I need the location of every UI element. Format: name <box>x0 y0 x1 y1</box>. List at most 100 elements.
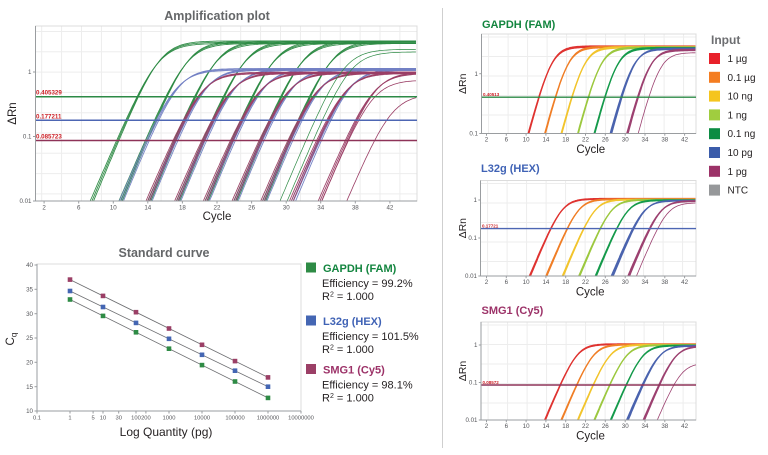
svg-text:GAPDH (FAM): GAPDH (FAM) <box>323 263 397 275</box>
svg-text:38: 38 <box>661 279 668 286</box>
svg-text:Cq: Cq <box>5 332 19 345</box>
svg-text:10: 10 <box>523 279 530 286</box>
svg-text:22: 22 <box>214 205 221 212</box>
svg-text:18: 18 <box>562 137 569 144</box>
svg-text:10000: 10000 <box>194 416 210 422</box>
svg-text:6: 6 <box>505 279 509 286</box>
svg-text:14: 14 <box>542 279 549 286</box>
svg-text:0.01: 0.01 <box>465 273 478 280</box>
svg-text:GAPDH (FAM): GAPDH (FAM) <box>482 19 556 31</box>
svg-text:10: 10 <box>110 205 117 212</box>
svg-text:6: 6 <box>505 137 509 144</box>
svg-text:25: 25 <box>26 335 33 342</box>
svg-text:0.1: 0.1 <box>469 131 478 138</box>
svg-text:42: 42 <box>681 423 688 430</box>
svg-text:14: 14 <box>144 205 151 212</box>
svg-text:15: 15 <box>26 384 33 391</box>
svg-text:R2 = 1.000: R2 = 1.000 <box>322 393 374 405</box>
svg-text:0.40513: 0.40513 <box>483 92 500 97</box>
svg-text:40: 40 <box>26 262 33 269</box>
svg-text:Standard curve: Standard curve <box>118 246 209 260</box>
svg-text:SMG1 (Cy5): SMG1 (Cy5) <box>482 305 544 317</box>
svg-text:38: 38 <box>661 137 668 144</box>
svg-text:30: 30 <box>283 205 290 212</box>
svg-text:2: 2 <box>485 137 489 144</box>
svg-text:0.1: 0.1 <box>23 134 32 141</box>
svg-text:0.1: 0.1 <box>33 416 41 422</box>
svg-text:34: 34 <box>642 279 649 286</box>
svg-text:200: 200 <box>141 416 151 422</box>
svg-text:22: 22 <box>582 423 589 430</box>
svg-text:2: 2 <box>485 279 489 286</box>
svg-text:L32g (HEX): L32g (HEX) <box>481 163 540 175</box>
svg-text:Efficiency = 99.2%: Efficiency = 99.2% <box>322 278 413 290</box>
svg-text:0.08572: 0.08572 <box>483 380 500 385</box>
svg-text:42: 42 <box>681 279 688 286</box>
svg-text:Cycle: Cycle <box>576 287 605 299</box>
svg-text:ΔRn: ΔRn <box>457 361 469 382</box>
svg-text:34: 34 <box>642 137 649 144</box>
svg-text:0.177211: 0.177211 <box>36 113 62 120</box>
svg-text:10 ng: 10 ng <box>728 92 753 103</box>
svg-text:1: 1 <box>68 416 71 422</box>
svg-text:NTC: NTC <box>728 186 749 197</box>
svg-text:1000: 1000 <box>163 416 176 422</box>
svg-text:35: 35 <box>26 287 33 294</box>
svg-text:42: 42 <box>386 205 393 212</box>
svg-text:Input: Input <box>711 33 740 47</box>
svg-text:1: 1 <box>474 342 478 349</box>
svg-text:6: 6 <box>505 423 509 430</box>
svg-text:34: 34 <box>642 423 649 430</box>
svg-text:5: 5 <box>91 416 94 422</box>
svg-text:0.1: 0.1 <box>469 380 478 387</box>
svg-text:10 pg: 10 pg <box>728 148 753 159</box>
svg-text:0.01: 0.01 <box>465 417 478 424</box>
svg-text:42: 42 <box>681 137 688 144</box>
svg-text:0.085723: 0.085723 <box>36 134 62 141</box>
svg-text:1000000: 1000000 <box>257 416 280 422</box>
svg-text:1: 1 <box>475 71 479 78</box>
svg-text:18: 18 <box>562 423 569 430</box>
svg-text:1 µg: 1 µg <box>728 54 748 65</box>
svg-text:30: 30 <box>622 279 629 286</box>
svg-text:0.1 µg: 0.1 µg <box>728 73 756 84</box>
svg-text:30: 30 <box>622 423 629 430</box>
svg-text:0.01: 0.01 <box>19 198 32 205</box>
svg-text:30: 30 <box>622 137 629 144</box>
svg-text:Cycle: Cycle <box>576 431 605 443</box>
svg-text:10000000: 10000000 <box>288 416 314 422</box>
svg-text:26: 26 <box>602 423 609 430</box>
svg-text:14: 14 <box>542 137 549 144</box>
svg-text:18: 18 <box>562 279 569 286</box>
svg-text:30: 30 <box>26 311 33 318</box>
svg-text:SMG1 (Cy5): SMG1 (Cy5) <box>323 365 385 377</box>
svg-text:10: 10 <box>523 423 530 430</box>
svg-text:30: 30 <box>115 416 121 422</box>
svg-text:2: 2 <box>485 423 489 430</box>
svg-text:22: 22 <box>582 279 589 286</box>
svg-text:Efficiency = 101.5%: Efficiency = 101.5% <box>322 331 419 343</box>
svg-text:38: 38 <box>352 205 359 212</box>
svg-text:R2 = 1.000: R2 = 1.000 <box>322 344 374 356</box>
svg-text:20: 20 <box>26 360 33 367</box>
svg-text:26: 26 <box>602 137 609 144</box>
svg-text:Cycle: Cycle <box>576 144 605 156</box>
svg-text:10: 10 <box>26 408 33 415</box>
svg-text:18: 18 <box>179 205 186 212</box>
svg-text:1: 1 <box>28 69 32 76</box>
svg-text:10: 10 <box>523 137 530 144</box>
svg-text:Efficiency = 98.1%: Efficiency = 98.1% <box>322 380 413 392</box>
svg-text:1 pg: 1 pg <box>728 167 747 178</box>
svg-text:Log Quantity (pg): Log Quantity (pg) <box>120 425 213 439</box>
svg-text:100000: 100000 <box>225 416 244 422</box>
svg-text:0.1 ng: 0.1 ng <box>728 129 756 140</box>
svg-text:1: 1 <box>474 197 478 204</box>
svg-text:100: 100 <box>131 416 141 422</box>
svg-text:Amplification plot: Amplification plot <box>164 9 270 23</box>
svg-text:38: 38 <box>661 423 668 430</box>
svg-text:0.1: 0.1 <box>468 235 477 242</box>
svg-text:0.17721: 0.17721 <box>482 224 499 229</box>
svg-text:1 ng: 1 ng <box>728 110 747 121</box>
svg-text:14: 14 <box>542 423 549 430</box>
svg-text:22: 22 <box>582 137 589 144</box>
